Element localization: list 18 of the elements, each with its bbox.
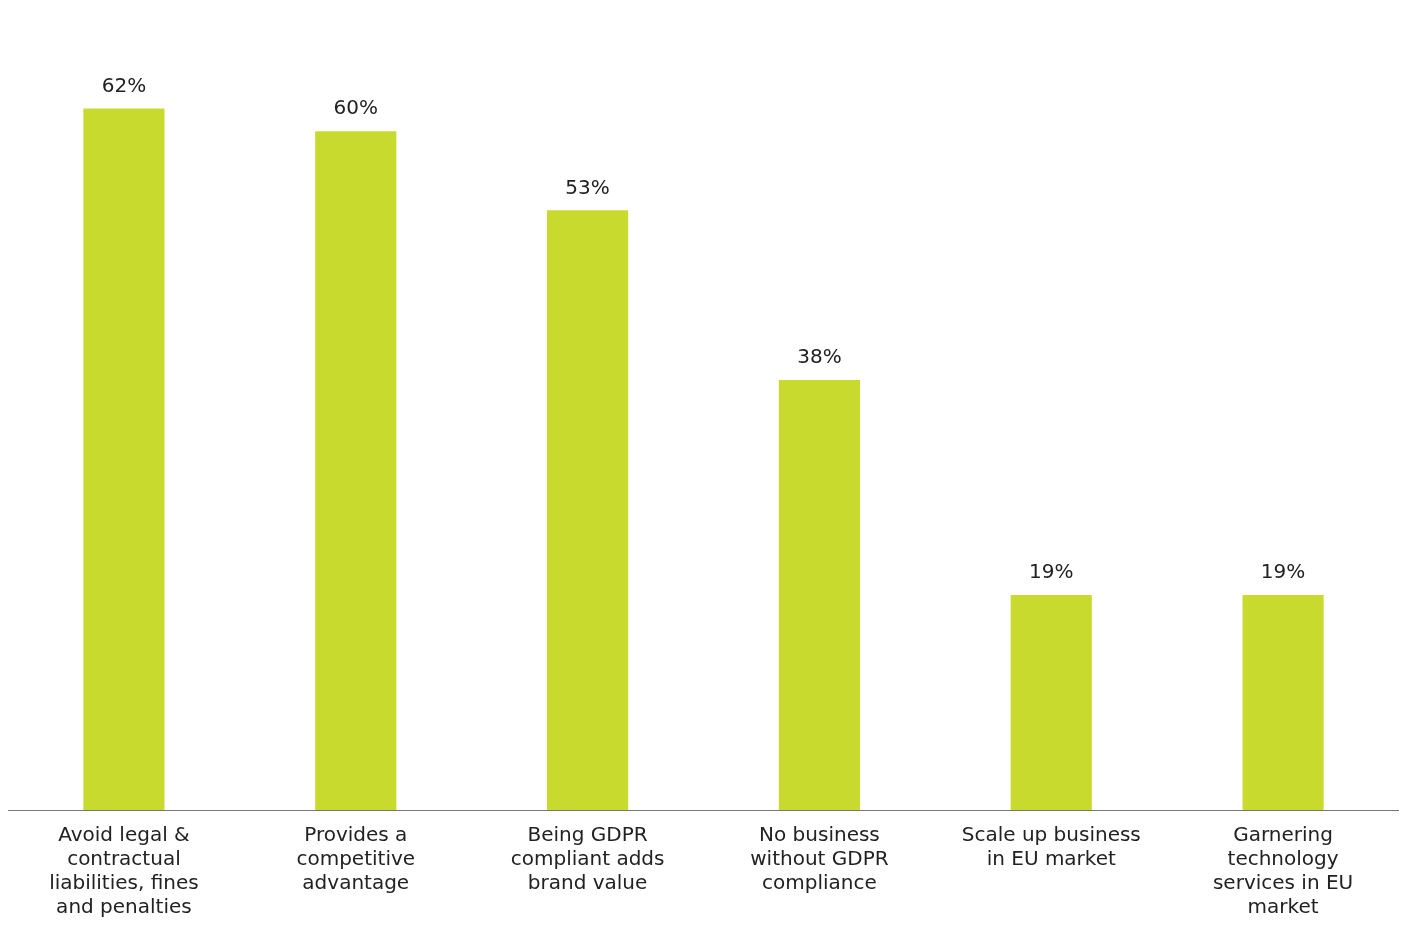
x-tick-label: Garnering technology services in EU market bbox=[1212, 822, 1354, 919]
x-tick-label: Provides a competitive advantage bbox=[296, 822, 416, 895]
bar bbox=[1242, 595, 1324, 810]
x-tick-label: Being GDPR compliant adds brand value bbox=[510, 822, 665, 895]
x-tick-label: No business without GDPR compliance bbox=[750, 822, 889, 895]
bar bbox=[547, 210, 629, 810]
bar bbox=[778, 380, 860, 810]
bar bbox=[83, 108, 165, 810]
bar bbox=[315, 131, 397, 810]
data-label: 38% bbox=[797, 344, 842, 369]
data-label: 53% bbox=[565, 174, 610, 199]
data-label: 19% bbox=[1260, 559, 1306, 584]
bar bbox=[1010, 595, 1092, 810]
x-tick-label: Scale up business in EU market bbox=[961, 822, 1141, 871]
data-label: 19% bbox=[1029, 559, 1074, 584]
data-label: 62% bbox=[101, 72, 147, 97]
data-label: 60% bbox=[333, 95, 378, 120]
x-tick-label: Avoid legal & contractual liabilities, fines and penalties bbox=[49, 822, 199, 919]
